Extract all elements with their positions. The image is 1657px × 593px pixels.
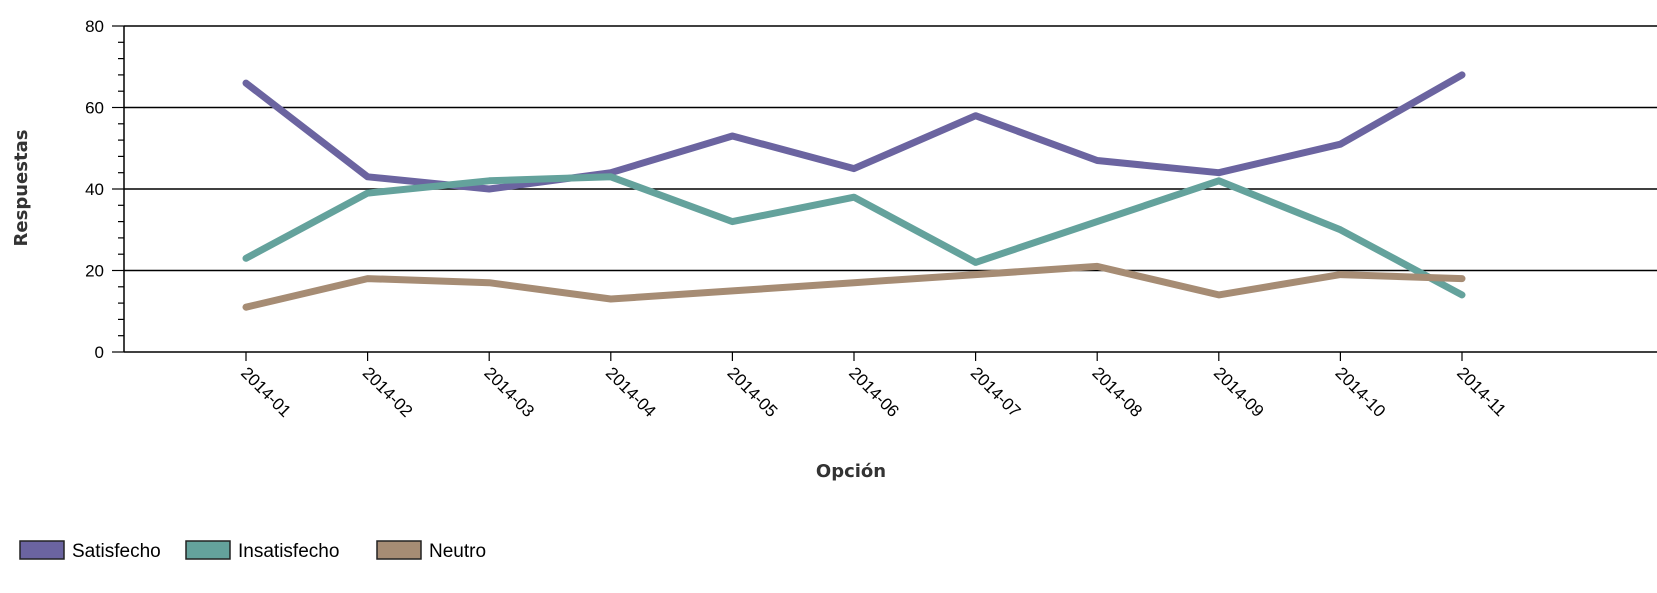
y-tick-label-40: 40 [85,180,104,199]
y-tick-label-60: 60 [85,99,104,118]
x-tick-label-2014-05: 2014-05 [724,363,782,421]
legend-label-satisfecho: Satisfecho [72,541,161,562]
legend: Satisfecho Insatisfecho Neutro [19,540,486,562]
x-tick-label-2014-03: 2014-03 [480,363,538,421]
legend-swatch-insatisfecho [185,540,231,560]
x-tick-label-2014-10: 2014-10 [1332,363,1390,421]
x-tick-label-2014-02: 2014-02 [359,363,417,421]
x-tick-label-2014-01: 2014-01 [237,363,295,421]
series-line-neutro [242,262,1466,311]
legend-label-neutro: Neutro [429,541,486,562]
x-axis-title: Opción [816,461,886,482]
x-tick-label-2014-09: 2014-09 [1210,363,1268,421]
x-tick-label-2014-07: 2014-07 [967,363,1025,421]
legend-swatch-satisfecho [19,540,65,560]
series-layer [242,71,1466,311]
grid-layer [124,25,1657,272]
series-line-insatisfecho [242,173,1466,299]
legend-swatch-neutro [376,540,422,560]
y-tick-label-0: 0 [95,343,104,362]
y-axis-title: Respuestas [11,130,32,247]
x-tick-label-2014-11: 2014-11 [1453,363,1510,420]
x-tick-label-2014-04: 2014-04 [602,363,660,421]
x-tick-label-2014-06: 2014-06 [845,363,903,421]
y-tick-label-20: 20 [85,262,104,281]
x-tick-label-2014-08: 2014-08 [1088,363,1146,421]
legend-label-insatisfecho: Insatisfecho [238,541,339,562]
y-tick-label-80: 80 [85,17,104,36]
